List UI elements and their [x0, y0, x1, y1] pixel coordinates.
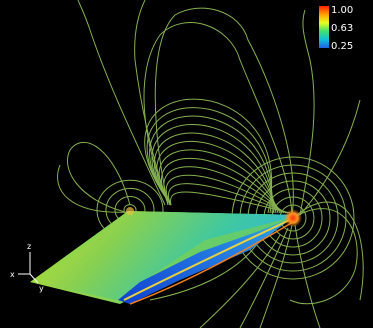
contour-apex-ring [271, 196, 315, 240]
contour-lower [294, 224, 321, 328]
contour-outer-lobe [143, 22, 293, 216]
contour-arch [161, 157, 283, 214]
x-axis-label: x [10, 270, 15, 279]
y-axis-line [29, 273, 39, 284]
pressure-contour-lines [57, 0, 364, 328]
colorbar-min-label: 0.25 [331, 41, 353, 52]
contour-stream [299, 9, 315, 216]
contour-apex-ring [289, 208, 358, 305]
contour-apex-ring [247, 172, 339, 264]
contour-arch [168, 183, 289, 214]
contour-lower [199, 234, 281, 328]
contour-apex-ring [292, 201, 364, 301]
color-legend: 1.00 0.63 0.25 [319, 5, 353, 52]
axes-triad: z x y [10, 242, 44, 293]
wing-upper-surface [40, 211, 300, 300]
contour-lower [259, 224, 293, 328]
contour-lower [149, 239, 261, 301]
z-axis-label: z [27, 242, 31, 251]
contour-root-loop [66, 141, 131, 213]
contour-apex-ring [231, 156, 355, 280]
contour-stream [77, 0, 166, 206]
wing-apex-hotspot [284, 209, 302, 227]
contour-apex-ring [255, 180, 331, 256]
contour-stream [299, 99, 361, 216]
contour-root-loop [57, 164, 129, 213]
contour-apex-ring [279, 204, 307, 232]
colorbar-mid-label: 0.63 [331, 23, 353, 34]
wing-root-hotspot [126, 207, 134, 215]
contour-lower [239, 227, 289, 328]
contour-stream [134, 0, 169, 206]
contour-arch [169, 191, 291, 214]
contour-arch [149, 115, 273, 214]
contour-arch [154, 132, 277, 214]
y-axis-label: y [39, 284, 44, 293]
trailing-edge-highlight [129, 218, 299, 305]
colorbar-gradient [319, 6, 329, 48]
leading-edge-highlight [123, 216, 297, 301]
contour-arch [151, 124, 275, 214]
contour-apex-ring [239, 164, 347, 272]
contour-outer-lobe [154, 7, 294, 216]
contour-arch [165, 174, 287, 214]
contour-arch [144, 98, 273, 214]
wing-surface [30, 207, 302, 305]
contour-apex-ring [263, 188, 323, 248]
colorbar-max-label: 1.00 [331, 5, 353, 16]
